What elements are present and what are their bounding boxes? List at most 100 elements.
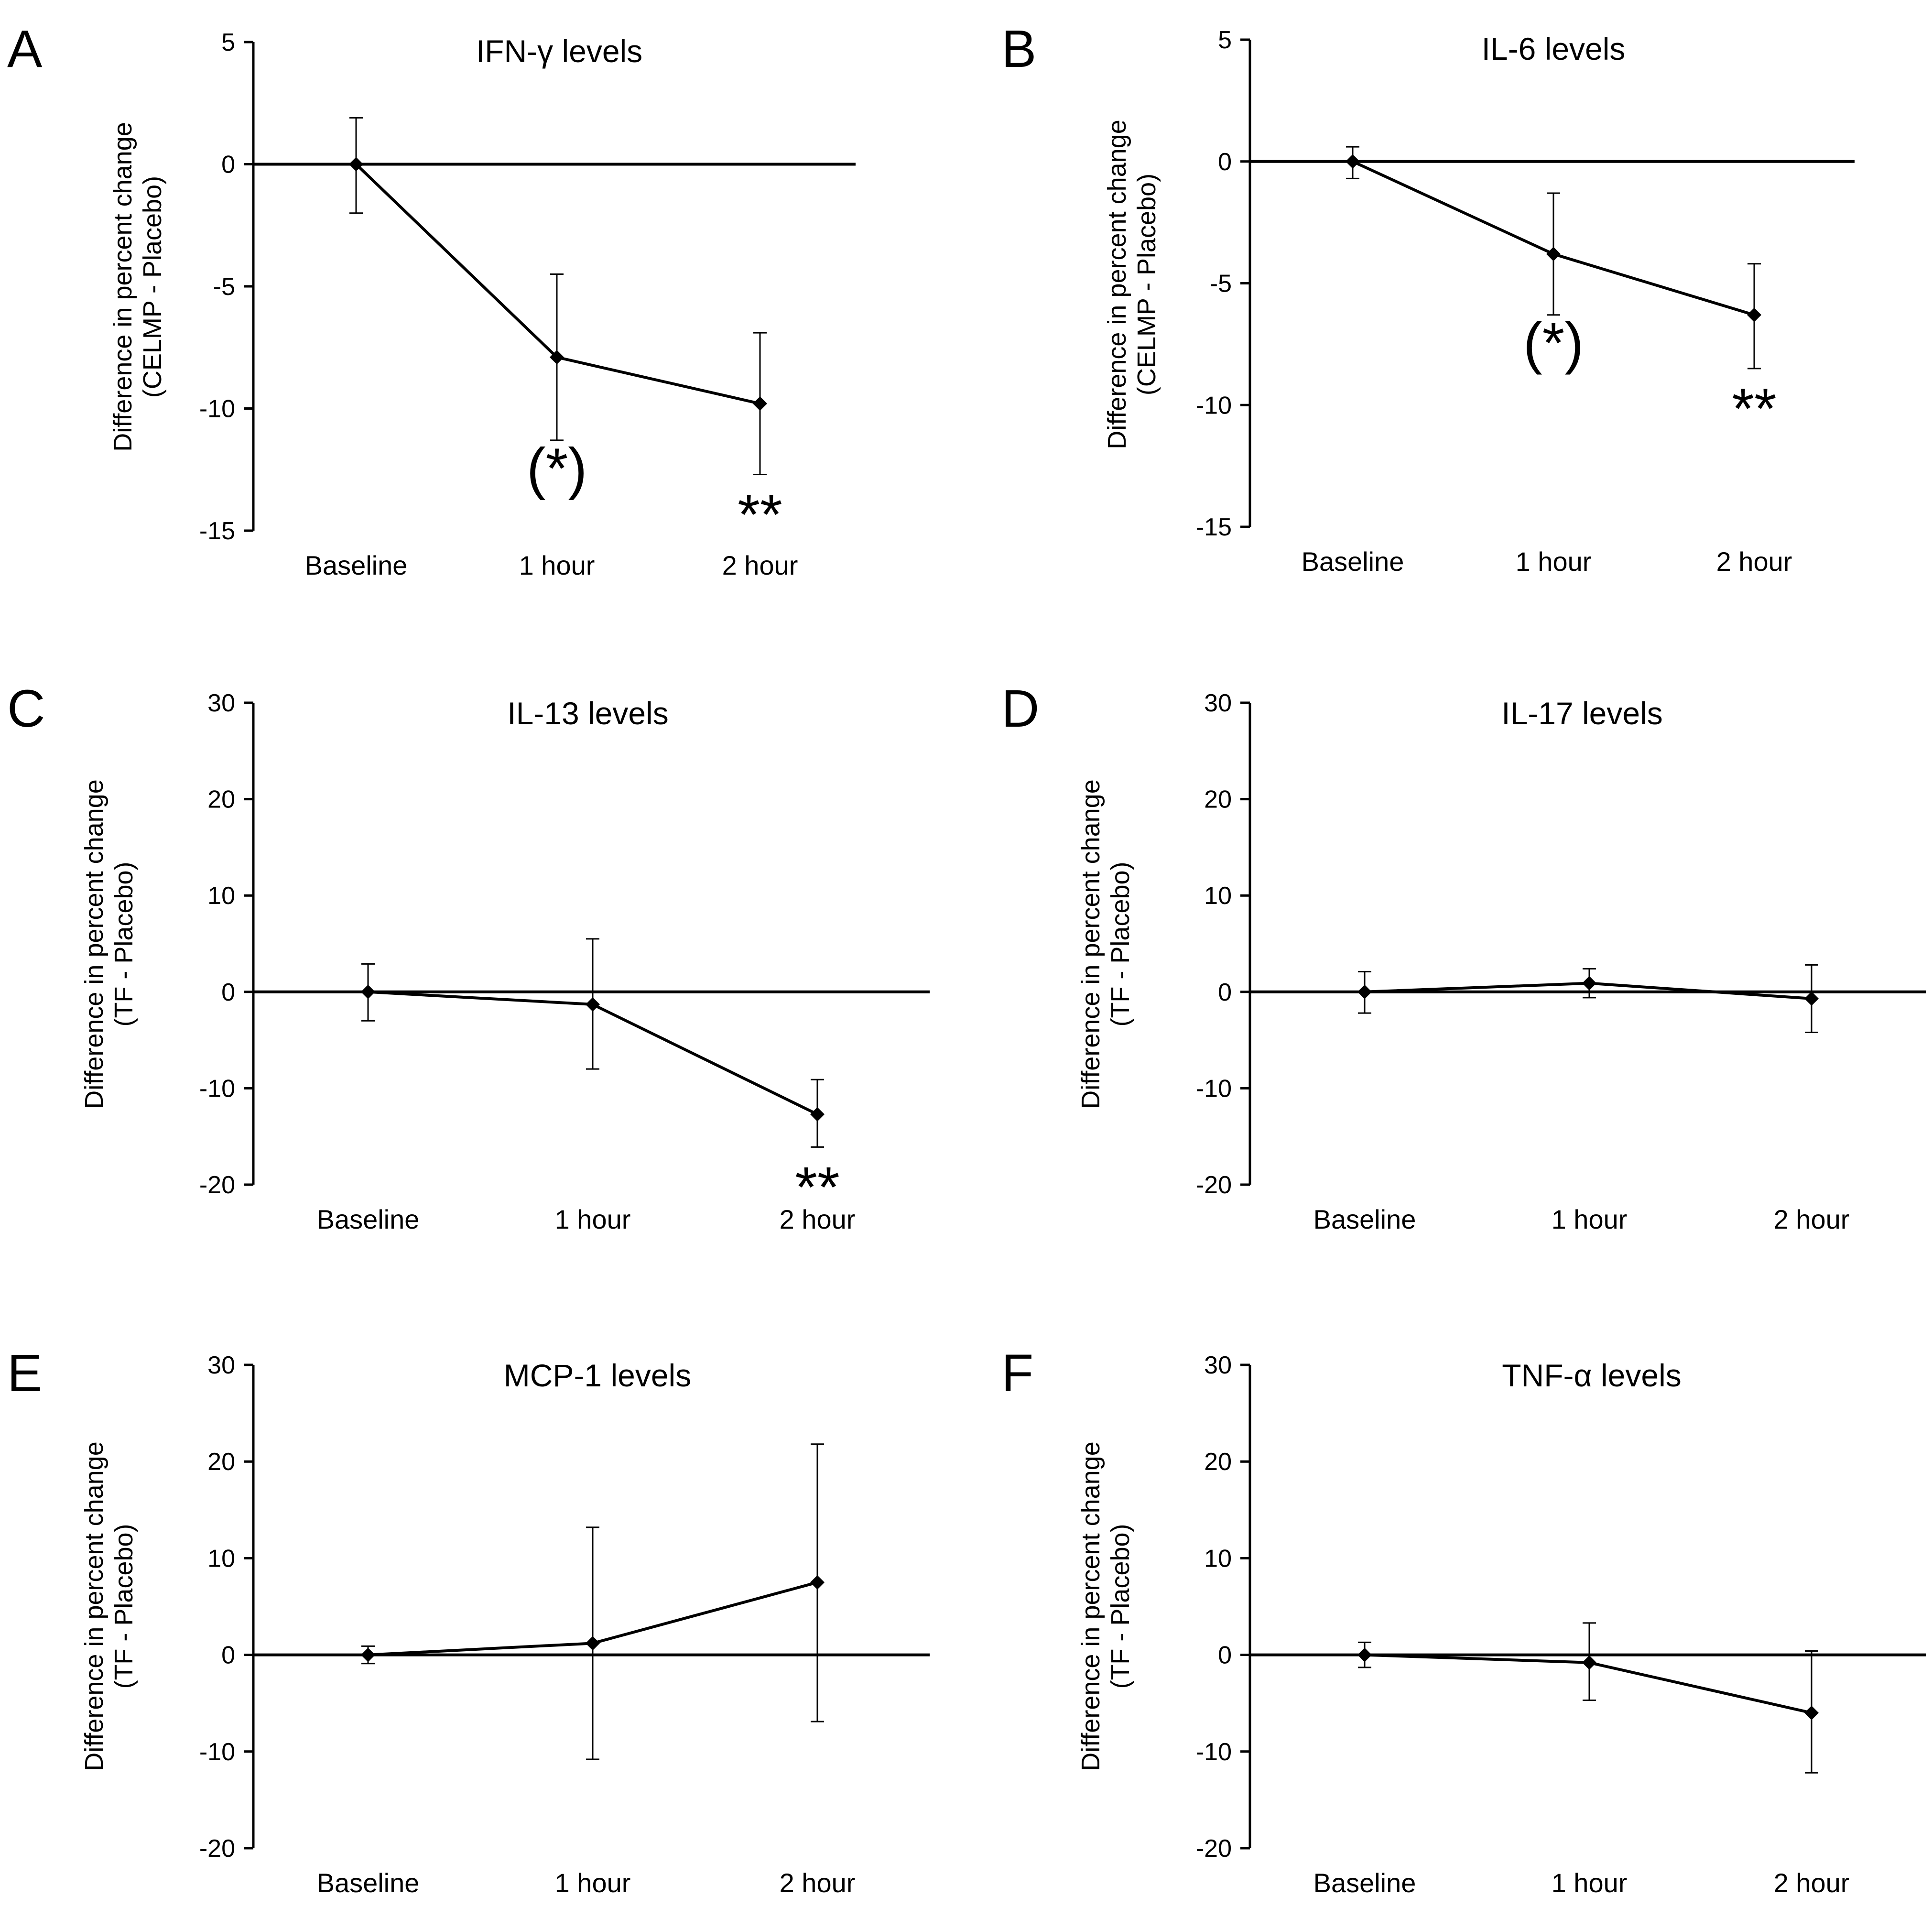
y-tick-label-d-3: 0 (1218, 979, 1232, 1006)
y-tick-label-d-1: 20 (1204, 786, 1232, 814)
y-tick-label-e-5: -20 (199, 1835, 235, 1863)
y-tick-label-e-0: 30 (207, 1351, 235, 1379)
data-point-f-2 (1804, 1705, 1819, 1720)
y-tick-label-c-2: 10 (207, 882, 235, 910)
significance-annotation-a-0: (*) (527, 436, 587, 501)
data-point-d-1 (1582, 976, 1596, 991)
y-axis-label-line1-e: Difference in percent change (80, 1441, 109, 1771)
y-tick-label-c-5: -20 (199, 1171, 235, 1199)
y-tick-label-f-1: 20 (1204, 1448, 1232, 1476)
x-tick-label-d-0: Baseline (1313, 1204, 1416, 1234)
y-axis-label-d: Difference in percent change(TF - Placeb… (1076, 779, 1135, 1109)
x-tick-label-b-1: 1 hour (1516, 546, 1592, 577)
y-axis-label-line1-a: Difference in percent change (109, 122, 137, 451)
y-tick-label-e-2: 10 (207, 1545, 235, 1572)
y-axis-label-line1-d: Difference in percent change (1076, 779, 1105, 1109)
panel-letter-c: C (7, 679, 45, 738)
x-tick-label-f-1: 1 hour (1552, 1868, 1628, 1898)
y-tick-label-d-2: 10 (1204, 882, 1232, 910)
y-axis-label-line2-b: (CELMP - Placebo) (1132, 174, 1161, 395)
y-axis-label-line2-f: (TF - Placebo) (1106, 1524, 1135, 1689)
y-tick-label-b-2: -5 (1210, 270, 1232, 298)
data-point-a-2 (753, 396, 767, 411)
x-tick-label-c-2: 2 hour (780, 1204, 856, 1234)
panel-letter-f: F (1001, 1344, 1033, 1403)
significance-annotation-a-1: ** (738, 482, 782, 546)
significance-annotation-b-0: (*) (1523, 311, 1584, 375)
chart-title-f: TNF-α levels (1502, 1358, 1682, 1393)
y-tick-label-c-1: 20 (207, 786, 235, 814)
data-point-a-0 (349, 157, 363, 172)
x-tick-label-b-2: 2 hour (1716, 546, 1792, 577)
y-tick-label-c-3: 0 (221, 979, 235, 1006)
y-tick-label-f-3: 0 (1218, 1642, 1232, 1669)
data-point-b-0 (1346, 154, 1360, 169)
chart-title-a: IFN-γ levels (476, 33, 642, 69)
y-tick-label-a-0: 5 (221, 29, 235, 56)
x-tick-label-a-1: 1 hour (519, 550, 595, 580)
y-tick-label-e-3: 0 (221, 1642, 235, 1669)
y-axis-label-a: Difference in percent change(CELMP - Pla… (109, 122, 167, 451)
y-tick-label-d-0: 30 (1204, 689, 1232, 717)
y-tick-label-f-5: -20 (1196, 1835, 1232, 1863)
series-line-a (355, 163, 760, 405)
y-axis-label-line1-b: Difference in percent change (1103, 120, 1131, 449)
data-point-b-1 (1546, 247, 1561, 262)
x-tick-label-c-0: Baseline (317, 1204, 420, 1234)
chart-title-b: IL-6 levels (1482, 31, 1626, 66)
x-tick-label-d-1: 1 hour (1552, 1204, 1628, 1234)
chart-title-e: MCP-1 levels (504, 1358, 691, 1393)
y-tick-label-d-4: -10 (1196, 1075, 1232, 1102)
panel-e: E MCP-1 levels Difference in percent chang… (7, 1344, 930, 1898)
data-point-a-1 (550, 350, 564, 365)
data-point-c-1 (586, 997, 600, 1012)
y-tick-label-f-4: -10 (1196, 1738, 1232, 1766)
data-point-e-2 (810, 1575, 825, 1590)
chart-title-c: IL-13 levels (507, 696, 669, 731)
chart-title-d: IL-17 levels (1501, 696, 1663, 731)
y-tick-label-b-1: 0 (1218, 148, 1232, 176)
data-point-e-1 (586, 1636, 600, 1651)
y-tick-label-a-1: 0 (221, 151, 235, 179)
x-tick-label-d-2: 2 hour (1774, 1204, 1850, 1234)
x-tick-label-c-1: 1 hour (555, 1204, 631, 1234)
x-tick-label-e-2: 2 hour (780, 1868, 856, 1898)
data-point-f-0 (1357, 1647, 1372, 1662)
panel-f: F TNF-α levels Difference in percent chang… (1001, 1344, 1926, 1898)
y-tick-label-b-4: -15 (1196, 513, 1232, 541)
y-axis-label-c: Difference in percent change(TF - Placeb… (80, 779, 138, 1109)
y-axis-label-line2-d: (TF - Placebo) (1106, 861, 1135, 1026)
panel-letter-e: E (7, 1344, 42, 1403)
y-axis-label-line1-c: Difference in percent change (80, 779, 109, 1109)
panel-c: C IL-13 levels Difference in percent chang… (7, 679, 930, 1234)
y-axis-label-b: Difference in percent change(CELMP - Pla… (1103, 120, 1161, 449)
y-axis-label-line2-e: (TF - Placebo) (109, 1524, 138, 1689)
x-tick-label-e-1: 1 hour (555, 1868, 631, 1898)
y-tick-label-b-3: -10 (1196, 392, 1232, 419)
data-point-f-1 (1582, 1655, 1596, 1670)
y-axis-label-e: Difference in percent change(TF - Placeb… (80, 1441, 138, 1771)
y-tick-label-f-2: 10 (1204, 1545, 1232, 1572)
data-point-e-0 (361, 1647, 375, 1662)
panel-letter-a: A (7, 20, 43, 78)
significance-annotation-b-1: ** (1732, 377, 1776, 441)
y-tick-label-b-0: 5 (1218, 26, 1232, 54)
data-point-c-0 (361, 984, 375, 999)
panel-b: B IL-6 levels Difference in percent change… (1001, 20, 1855, 577)
data-point-c-2 (810, 1107, 825, 1122)
panel-d: D IL-17 levels Difference in percent chang… (1001, 679, 1926, 1234)
x-tick-label-e-0: Baseline (317, 1868, 420, 1898)
y-tick-label-d-5: -20 (1196, 1171, 1232, 1199)
x-tick-label-a-2: 2 hour (722, 550, 798, 580)
y-tick-label-a-4: -15 (199, 517, 235, 545)
x-tick-label-f-2: 2 hour (1774, 1868, 1850, 1898)
y-tick-label-a-2: -5 (213, 273, 235, 301)
y-tick-label-a-3: -10 (199, 395, 235, 423)
y-tick-label-e-1: 20 (207, 1448, 235, 1476)
x-tick-label-a-0: Baseline (305, 550, 408, 580)
y-axis-label-line1-f: Difference in percent change (1076, 1441, 1105, 1771)
y-axis-label-line2-a: (CELMP - Placebo) (138, 176, 167, 398)
x-tick-label-b-0: Baseline (1302, 546, 1404, 577)
y-axis-label-f: Difference in percent change(TF - Placeb… (1076, 1441, 1135, 1771)
